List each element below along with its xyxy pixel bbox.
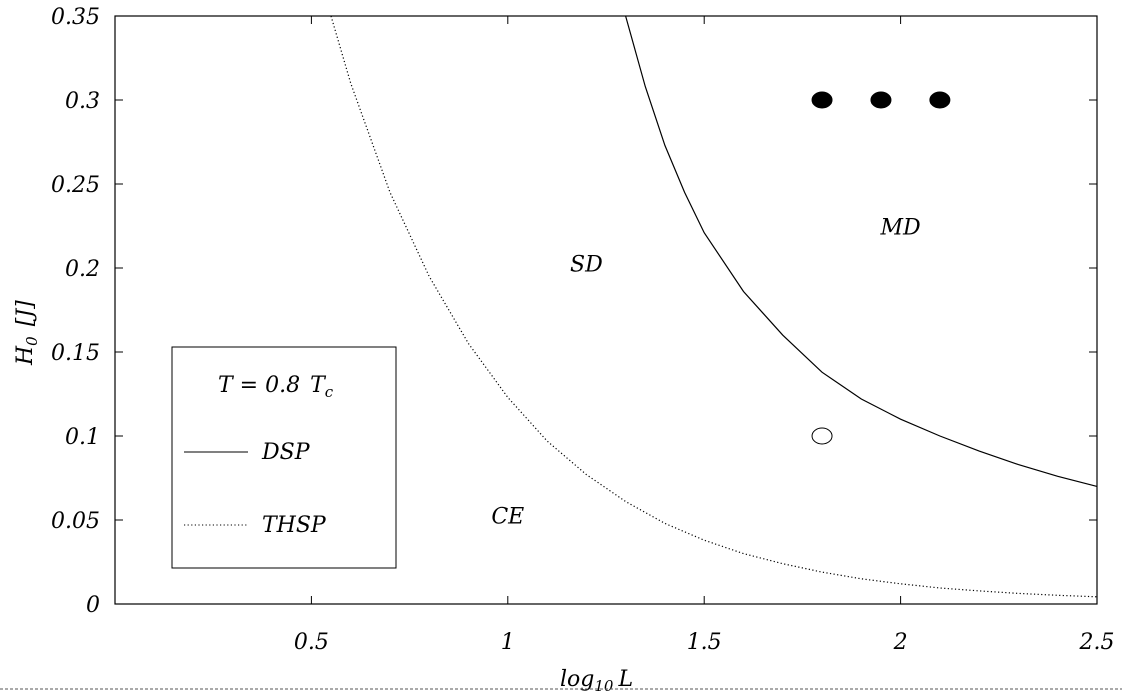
data-point-filled <box>870 91 892 109</box>
x-tick-label: 1 <box>501 630 515 655</box>
series-line-dsp <box>625 15 1098 487</box>
legend-title: T = 0.8 Tc <box>218 373 334 401</box>
series-lines <box>330 15 1098 598</box>
y-axis-label: H0 [J] <box>13 300 41 366</box>
region-labels: MD SD CE <box>491 215 921 529</box>
x-axis-label: log10 L <box>560 667 633 692</box>
series-line-thsp <box>330 15 1098 598</box>
y-tick-label: 0.25 <box>51 173 100 198</box>
y-ticks: 0 0.05 0.1 0.15 0.2 0.25 0.3 0.35 <box>51 5 1097 618</box>
x-axis-label-log: log <box>560 667 594 692</box>
legend-box <box>171 346 397 569</box>
data-points <box>811 91 951 445</box>
region-label-ce: CE <box>491 504 524 529</box>
y-tick-label: 0.1 <box>65 425 100 450</box>
x-tick-label: 2.5 <box>1079 630 1115 655</box>
x-tick-label: 0.5 <box>294 630 329 655</box>
data-point-open <box>811 427 833 445</box>
plot-frame <box>114 15 1098 605</box>
y-axis-label-unit: [J] <box>13 300 38 326</box>
legend-label-thsp: THSP <box>262 513 327 538</box>
legend-title-sub: c <box>325 383 334 401</box>
y-tick-label: 0.3 <box>65 89 100 114</box>
x-tick-label: 2 <box>893 630 908 655</box>
data-point-filled <box>929 91 951 109</box>
legend: T = 0.8 Tc DSP THSP <box>171 346 397 569</box>
region-label-md: MD <box>880 215 922 240</box>
x-axis-label-sub: 10 <box>594 677 614 692</box>
y-axis-label-var: H <box>13 345 38 366</box>
x-ticks: 0.5 1 1.5 2 2.5 <box>294 16 1115 655</box>
x-tick-label: 1.5 <box>687 630 722 655</box>
region-label-sd: SD <box>570 252 603 277</box>
y-tick-label: 0.05 <box>51 509 100 534</box>
y-tick-label: 0.2 <box>65 257 100 282</box>
y-tick-label: 0.15 <box>51 341 100 366</box>
x-axis-label-var: L <box>617 667 633 692</box>
data-point-filled <box>811 91 833 109</box>
y-tick-label: 0 <box>86 593 100 618</box>
y-tick-label: 0.35 <box>51 5 100 30</box>
y-axis-label-sub: 0 <box>23 336 41 346</box>
legend-title-var: T = 0.8 <box>218 373 300 398</box>
legend-title-sym: T <box>310 373 327 398</box>
legend-label-dsp: DSP <box>261 440 311 465</box>
